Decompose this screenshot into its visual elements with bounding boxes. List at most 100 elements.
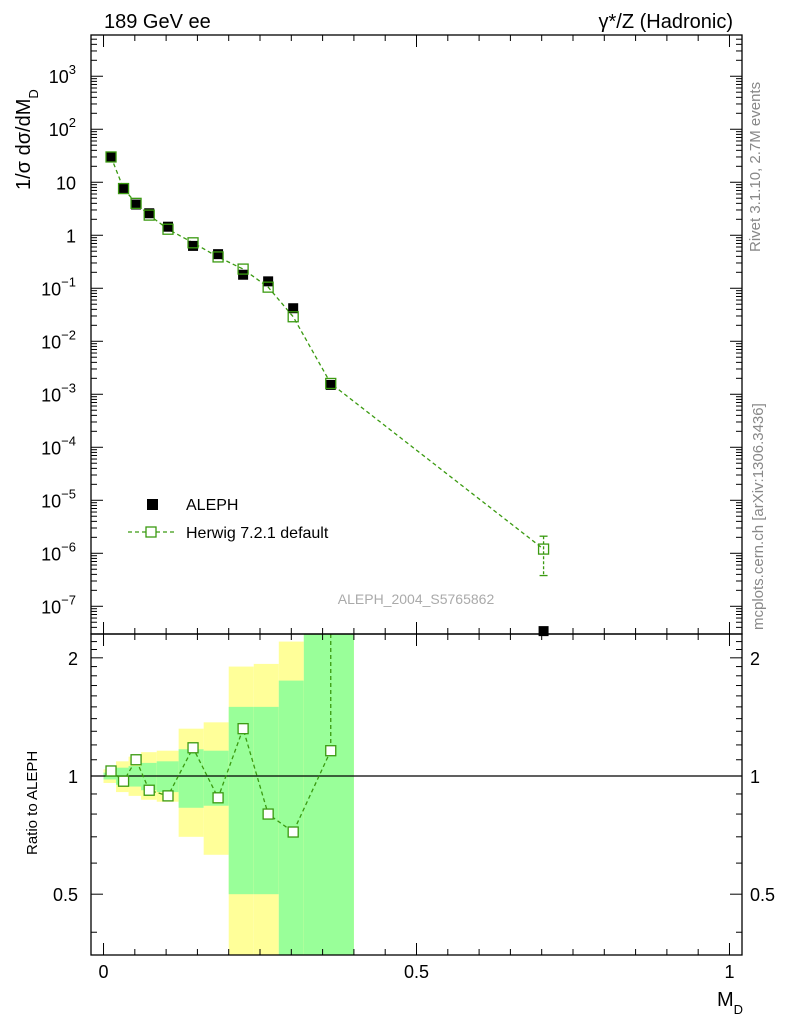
main-y-axis-label-text: 1/σ dσ/dM [13,99,35,190]
main-ytick-label-4: 10−3 [41,380,76,405]
main-ytick-exp: −7 [61,592,76,607]
ratio-uncertainty-bands [103,634,354,955]
ratio-mc-point-3 [143,784,155,796]
x-tick-label-0: 0 [99,962,109,982]
mc-point-11 [537,543,550,555]
mc-point-6 [212,251,224,263]
ratio-ytick-label-right-1: 1 [750,767,760,787]
main-ytick-label-3: 10−4 [41,433,76,458]
ratio-band-inner-9 [278,680,304,955]
main-ytick-exp: −5 [61,486,76,501]
main-series [105,151,550,637]
main-y-axis-label-sub: D [26,89,41,98]
data-point-8 [263,276,274,287]
ratio-series [105,634,337,838]
mcplots-label: mcplots.cern.ch [arXiv:1306.3436] [750,403,767,630]
main-ytick-exp: −4 [61,433,76,448]
main-ytick-base: 10 [41,332,61,352]
mc-line [110,156,544,550]
main-ytick-base: 10 [41,491,61,511]
main-ytick-exp: −6 [61,539,76,554]
legend-data-label: ALEPH [186,497,238,514]
data-point-10 [325,379,336,390]
ratio-band-inner-10 [303,634,354,955]
data-point-11 [538,626,549,637]
main-frame [90,34,743,635]
legend-data-marker [147,499,158,510]
ratio-band-inner-7 [228,706,254,895]
ratio-mc-point-9 [287,826,299,838]
main-ytick-label-2: 10−5 [41,486,76,511]
ratio-mc-point-1 [117,775,130,787]
main-ytick-base: 10 [41,544,61,564]
main-ytick-label-0: 10−7 [41,592,76,617]
main-ytick-exp: 2 [69,115,76,130]
mc-point-3 [143,209,155,221]
main-y-axis-label: 1/σ dσ/dMD [13,89,41,190]
ratio-mc-point-5 [187,742,199,754]
ratio-mc-point-2 [130,754,142,766]
main-ytick-exp: −2 [61,327,76,342]
main-ytick-label-6: 10−1 [41,274,76,299]
rivet-version-label: Rivet 3.1.10, 2.7M events [747,82,764,252]
main-ytick-base: 10 [41,438,61,458]
main-ytick-base: 10 [56,173,76,193]
legend: ALEPH Herwig 7.2.1 default [128,497,329,542]
mc-point-4 [162,223,174,235]
x-tick-label-1: 0.5 [404,962,429,982]
main-ytick-label-5: 10−2 [41,327,76,352]
data-point-4 [162,221,173,232]
data-point-9 [288,303,299,314]
ratio-y-axis-label: Ratio to ALEPH [24,751,41,855]
legend-mc-marker [145,526,157,538]
ratio-ytick-label-right-0: 0.5 [750,885,775,905]
x-axis-label-text: M [717,989,734,1011]
main-ytick-label-8: 10 [56,173,76,193]
main-ytick-label-10: 103 [49,62,76,87]
main-ytick-label-1: 10−6 [41,539,76,564]
x-axis-label-sub: D [734,1002,743,1017]
data-point-5 [188,240,199,251]
mc-point-8 [262,281,274,293]
main-ytick-base: 10 [41,385,61,405]
ratio-mc-point-8 [262,808,274,820]
main-ytick-exp: 3 [69,62,76,77]
ratio-ytick-label-left-0: 0.5 [53,885,78,905]
ratio-mc-point-7 [237,723,249,735]
data-point-6 [213,249,224,260]
main-ytick-base: 10 [49,67,69,87]
mc-point-2 [130,197,142,209]
mc-point-10 [325,377,337,390]
main-ytick-exp: −3 [61,380,76,395]
main-ytick-base: 10 [41,597,61,617]
ratio-band-inner-4 [156,761,179,793]
main-ytick-exp: −1 [61,274,76,289]
mc-point-7 [237,263,249,275]
main-ytick-label-7: 1 [66,226,76,246]
mc-point-9 [287,311,299,323]
mc-point-0 [105,151,117,163]
left-title: 189 GeV ee [104,11,211,33]
data-point-1 [118,182,129,193]
data-point-0 [106,151,117,162]
x-axis-label: MD [717,989,743,1017]
ratio-ytick-label-right-2: 2 [750,649,760,669]
analysis-id: ALEPH_2004_S5765862 [338,591,495,607]
ratio-ytick-label-left-2: 2 [68,649,78,669]
ratio-mc-point-6 [212,792,224,804]
mc-point-1 [117,182,130,195]
main-ytick-label-9: 102 [49,115,76,140]
legend-mc-label: Herwig 7.2.1 default [186,525,329,542]
main-ytick-base: 10 [49,120,69,140]
ratio-ytick-label-left-1: 1 [68,767,78,787]
data-point-2 [131,199,142,210]
mc-point-5 [187,237,199,249]
data-point-3 [144,208,155,219]
main-ytick-base: 10 [41,279,61,299]
ratio-mc-point-4 [162,790,174,802]
x-tick-label-2: 1 [724,962,734,982]
ratio-band-inner-5 [178,749,204,808]
ratio-band-inner-8 [253,706,279,895]
